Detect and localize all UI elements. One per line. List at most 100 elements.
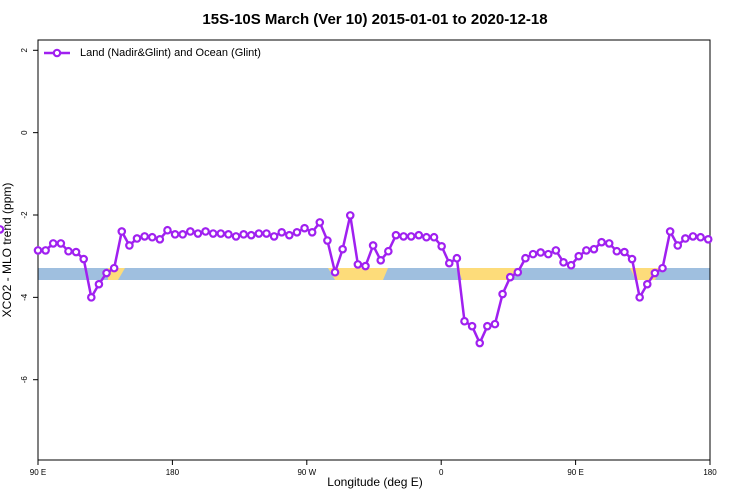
data-point [391,230,401,240]
data-point [559,258,568,267]
data-point [703,234,713,244]
data-point [208,229,218,238]
data-point [551,246,561,255]
data-point [292,227,302,237]
data-point [642,279,652,289]
data-point [612,246,622,256]
data-point [536,248,545,257]
x-tick-label: 180 [166,468,180,477]
x-tick-label: 0 [439,468,444,477]
data-point [345,211,355,220]
data-point [94,279,104,289]
data-point [315,218,325,227]
y-axis-label: XCO2 - MLO trend (ppm) [0,183,14,318]
data-point [262,229,271,238]
data-point [254,229,264,238]
data-point [109,263,119,273]
data-point [224,230,233,239]
data-point [620,247,629,257]
x-tick-label: 180 [703,468,717,477]
legend-label: Land (Nadir&Glint) and Ocean (Glint) [80,47,261,59]
data-point [406,232,416,241]
data-point [163,225,172,235]
data-point [132,234,142,243]
land-band [458,268,515,280]
data-point [696,232,705,242]
data-point [231,232,241,241]
data-point [574,251,584,261]
data-point [56,239,66,248]
data-point [498,289,507,299]
x-tick-label: 90 W [297,468,316,477]
data-point [178,230,188,239]
data-point [597,237,606,247]
y-tick-label: 2 [20,48,29,53]
data-point [102,268,111,278]
data-point [658,263,667,273]
x-axis-label: Longitude (deg E) [327,475,422,489]
data-point [300,223,309,233]
data-point [543,249,553,259]
data-point [582,246,591,255]
land-band [328,268,388,280]
data-point [665,227,675,236]
data-point [155,234,165,244]
data-point [125,241,134,250]
data-point [444,258,454,268]
data-point [384,246,393,256]
data-point [452,253,462,263]
data-point [269,232,279,241]
data-point [307,227,317,237]
data-point [147,232,157,242]
data-point [361,261,370,271]
data-point [64,246,73,256]
data-point [460,316,469,326]
data-point [475,338,485,348]
data-point [246,230,256,240]
data-point [490,319,500,329]
data-point [186,227,195,236]
data-point [33,246,43,255]
x-tick-label: 90 E [30,468,46,477]
data-point [414,230,424,240]
data-point [513,267,523,277]
data-point [201,227,210,236]
data-point [140,232,149,241]
data-point [505,272,515,282]
plot-frame [37,39,711,461]
data-point [429,232,439,242]
data-point [0,225,5,234]
legend-marker [52,48,62,58]
data-point [87,293,96,302]
data-point [437,241,446,251]
data-point [483,321,492,331]
data-point [650,268,660,278]
x-tick-label: 90 E [567,468,583,477]
data-point [376,255,386,265]
data-point [170,230,180,239]
data-point [673,241,683,250]
data-point [528,249,538,259]
data-point [41,246,50,255]
y-tick-label: 0 [20,130,29,135]
data-point [338,244,347,254]
data-point [681,234,690,243]
data-point [71,247,81,257]
data-point [193,229,203,238]
data-point [399,232,408,241]
data-point [688,232,698,241]
data-point [521,253,530,263]
data-point [323,236,332,245]
data-point [589,244,599,254]
data-point [79,254,88,264]
data-point [285,230,294,240]
data-point [330,267,340,277]
data-point [604,239,614,248]
data-point [277,227,287,237]
data-point [353,260,363,269]
chart-title: 15S-10S March (Ver 10) 2015-01-01 to 202… [202,11,547,28]
y-tick-label: -4 [20,293,29,301]
data-point [635,293,644,302]
data-point [566,260,576,270]
